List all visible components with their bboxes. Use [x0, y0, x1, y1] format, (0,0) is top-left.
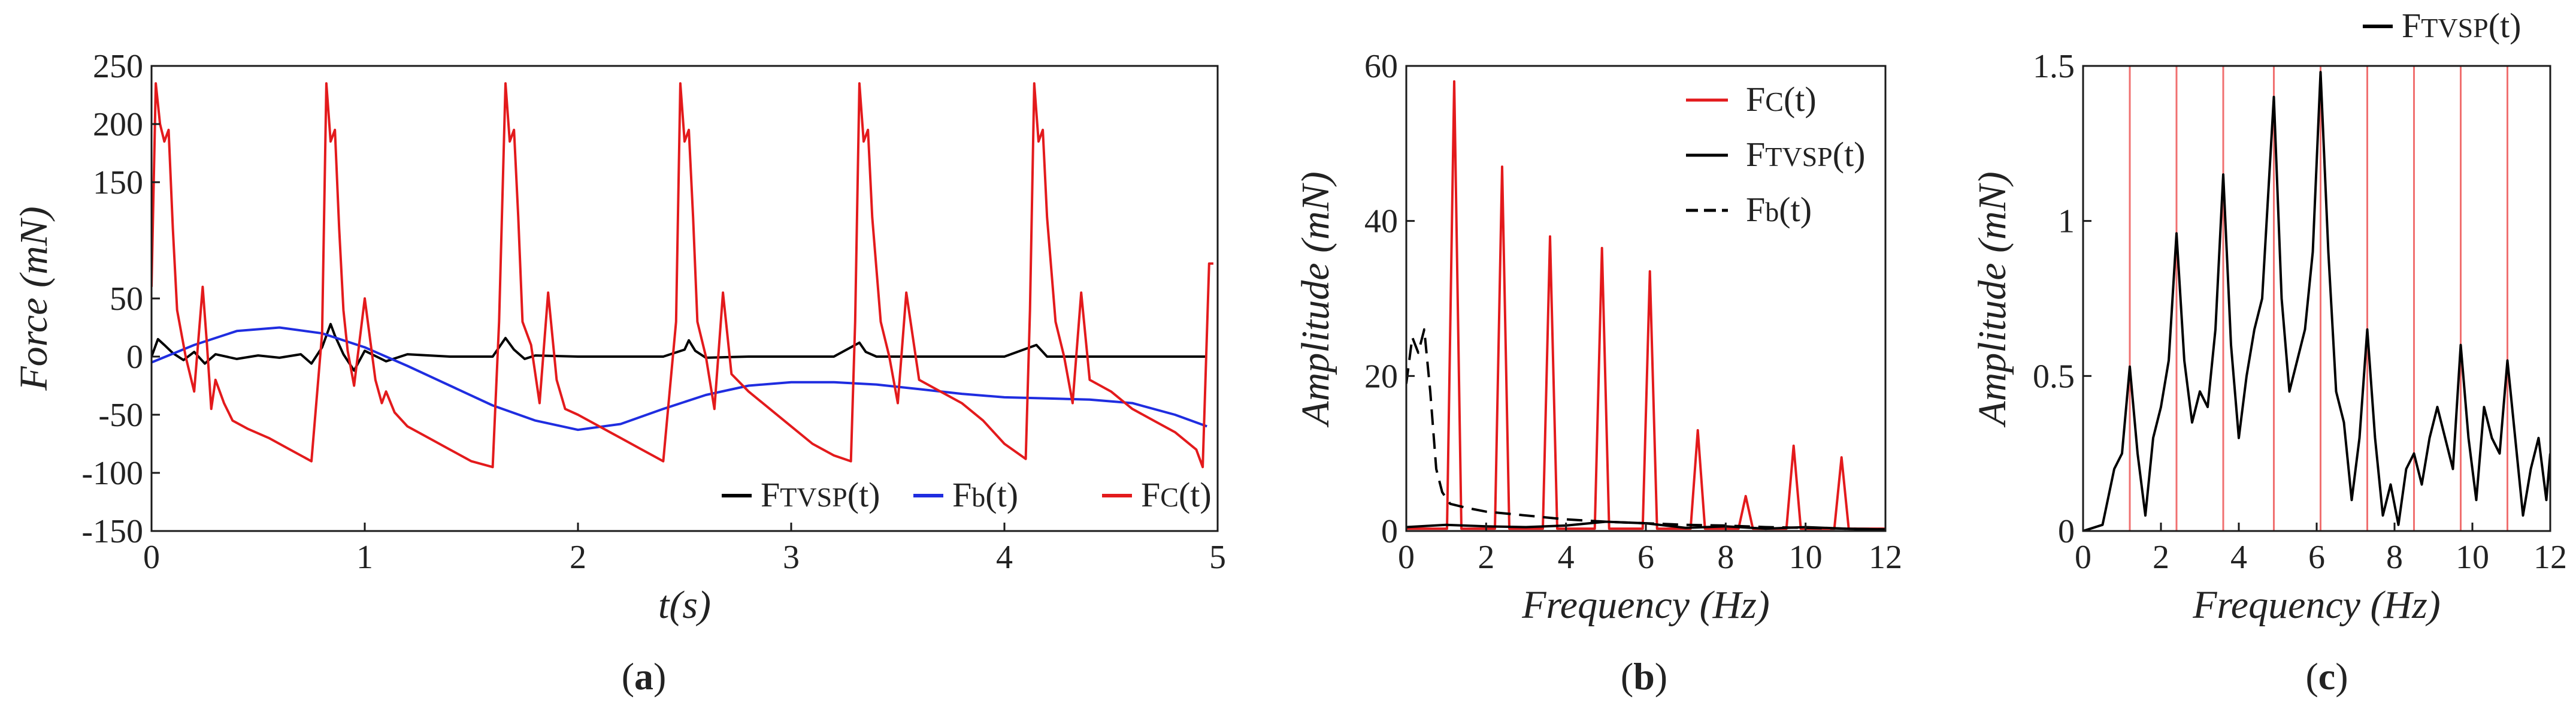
series-ftvspt [152, 322, 1207, 372]
series-fbt [152, 326, 1207, 432]
panel-label-a: (a) [622, 655, 667, 698]
x-tick-label: 6 [2308, 539, 2325, 576]
y-tick-label: 1.5 [2033, 48, 2075, 85]
legend: FC(t) FTVSP(t) Fb(t) [1686, 80, 1866, 229]
x-tick-label: 10 [2456, 539, 2489, 576]
y-tick-label: -150 [81, 513, 143, 550]
y-tick-label: 150 [93, 164, 143, 201]
x-tick-label: 4 [2230, 539, 2247, 576]
x-axis-title: t(s) [658, 583, 711, 627]
legend-label: Fb(t) [952, 475, 1018, 514]
y-tick-label: 40 [1364, 203, 1398, 240]
series-fct [152, 82, 1213, 469]
x-tick-label: 10 [1789, 539, 1823, 576]
panel-label-c: (c) [2305, 655, 2348, 698]
legend: FTVSP(t) [2363, 6, 2521, 45]
y-tick-label: -100 [81, 455, 143, 492]
legend-label: FC(t) [1746, 80, 1817, 119]
y-tick-label: 0 [126, 339, 143, 376]
y-axis-title: Amplitude (mN) [1294, 171, 1337, 427]
x-tick-label: 2 [2153, 539, 2169, 576]
series-fct [1406, 80, 1885, 530]
legend-label: FTVSP(t) [761, 475, 880, 514]
x-axis-title: Frequency (Hz) [1521, 583, 1770, 627]
x-tick-label: 5 [1209, 539, 1226, 576]
panel-a-chart: 0 1 2 3 4 5 -150 -100 -50 0 50 150 200 250 t(s) Force (… [12, 48, 1226, 627]
panel-c-chart: 0 2 4 6 8 10 12 0 0.5 1 1.5 Frequency (Hz) Amplitude… [1970, 6, 2567, 627]
x-tick-label: 12 [1869, 539, 1902, 576]
y-tick-label: 60 [1364, 48, 1398, 85]
y-tick-label: 50 [110, 280, 143, 318]
x-tick-label: 12 [2533, 539, 2567, 576]
series-fbt [1406, 328, 1885, 531]
y-tick-label: 250 [93, 48, 143, 85]
x-tick-label: 0 [143, 539, 160, 576]
x-tick-label: 2 [570, 539, 586, 576]
x-tick-label: 8 [1717, 539, 1734, 576]
x-tick-label: 3 [783, 539, 800, 576]
legend-label: FC(t) [1141, 475, 1212, 514]
y-tick-label: 0.5 [2033, 358, 2075, 395]
panel-b-chart: 0 2 4 6 8 10 12 0 20 40 60 Frequency (Hz) Amplitude … [1294, 48, 1902, 627]
legend-label: FTVSP(t) [1746, 135, 1866, 174]
series-ftvspt [2083, 71, 2550, 531]
x-tick-label: 4 [1558, 539, 1575, 576]
x-tick-label: 4 [996, 539, 1013, 576]
x-tick-label: 2 [1478, 539, 1494, 576]
panel-label-b: (b) [1621, 655, 1667, 698]
y-axis-title: Force (mN) [12, 206, 56, 391]
legend-label: FTVSP(t) [2402, 6, 2521, 45]
y-axis-title: Amplitude (mN) [1970, 171, 2014, 427]
legend: FTVSP(t) Fb(t) FC(t) [722, 475, 1212, 514]
x-tick-label: 6 [1637, 539, 1654, 576]
x-tick-label: 1 [356, 539, 373, 576]
plot-frame [1405, 65, 1887, 532]
y-tick-label: 0 [2058, 513, 2075, 550]
y-tick-label: 1 [2058, 203, 2075, 240]
x-tick-label: 0 [2075, 539, 2091, 576]
x-tick-label: 0 [1398, 539, 1415, 576]
y-tick-label: 20 [1364, 358, 1398, 395]
y-tick-label: -50 [98, 397, 143, 434]
y-tick-label: 200 [93, 106, 143, 143]
x-tick-label: 8 [2386, 539, 2403, 576]
y-tick-label: 0 [1381, 513, 1398, 550]
legend-label: Fb(t) [1746, 190, 1812, 229]
x-axis-title: Frequency (Hz) [2192, 583, 2441, 627]
